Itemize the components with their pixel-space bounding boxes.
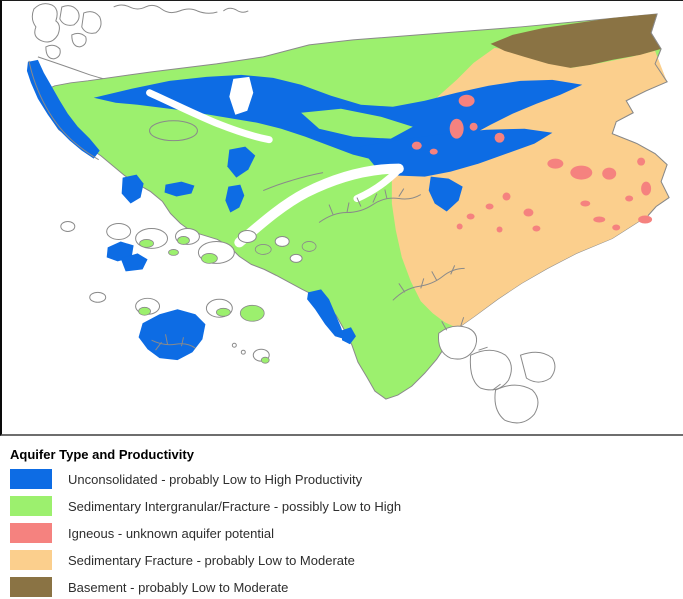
map-canvas	[0, 0, 683, 436]
legend-item-sedimentary-fracture: Sedimentary Fracture - probably Low to M…	[10, 550, 683, 570]
blue-patch-mansoa	[227, 146, 256, 178]
creek-outlines	[28, 60, 465, 351]
legend-item-sedimentary-intergranular: Sedimentary Intergranular/Fracture - pos…	[10, 496, 683, 516]
blue-geba-arm	[428, 176, 463, 212]
blue-nw-coast-strip	[26, 59, 100, 159]
legend-label-sedimentary-fracture: Sedimentary Fracture - probably Low to M…	[68, 552, 355, 568]
blue-patch-small-3	[342, 327, 356, 345]
legend-label-sedimentary-intergranular: Sedimentary Intergranular/Fracture - pos…	[68, 498, 402, 514]
legend-label-unconsolidated: Unconsolidated - probably Low to High Pr…	[68, 471, 363, 487]
blue-bissau-strip	[307, 289, 345, 340]
legend-swatch-unconsolidated	[10, 469, 52, 489]
legend-label-basement: Basement - probably Low to Moderate	[68, 579, 289, 595]
green-gap-in-band	[301, 108, 413, 139]
guinea-bissau-aquifer-map	[26, 3, 670, 424]
no-data-coast-se	[437, 317, 556, 424]
legend-title: Aquifer Type and Productivity	[10, 447, 194, 462]
blue-island-small-2	[120, 253, 148, 272]
river-channels	[146, 89, 404, 248]
blue-orango-island	[138, 309, 206, 361]
legend-swatch-basement	[10, 577, 52, 597]
legend-item-basement: Basement - probably Low to Moderate	[10, 577, 683, 597]
blue-island-small-1	[106, 241, 134, 262]
legend-swatch-sedimentary-fracture	[10, 550, 52, 570]
region-basement	[490, 13, 662, 68]
legend-swatch-igneous	[10, 523, 52, 543]
legend: Aquifer Type and Productivity Unconsolid…	[0, 436, 683, 599]
white-gap-in-band	[229, 76, 254, 115]
legend-item-igneous: Igneous - unknown aquifer potential	[10, 523, 683, 543]
legend-label-igneous: Igneous - unknown aquifer potential	[68, 525, 274, 541]
regions-igneous	[411, 94, 653, 233]
legend-item-unconsolidated: Unconsolidated - probably Low to High Pr…	[10, 469, 683, 489]
blue-patch-canchungo	[121, 174, 144, 204]
blue-patch-small-1	[164, 181, 195, 197]
legend-swatch-sedimentary-intergranular	[10, 496, 52, 516]
blue-patch-small-2	[225, 184, 245, 213]
blue-geba-band	[358, 128, 553, 177]
archipelago-green-patches	[138, 236, 317, 364]
no-data-islands-nw	[31, 3, 249, 95]
country-border-east	[611, 13, 670, 216]
